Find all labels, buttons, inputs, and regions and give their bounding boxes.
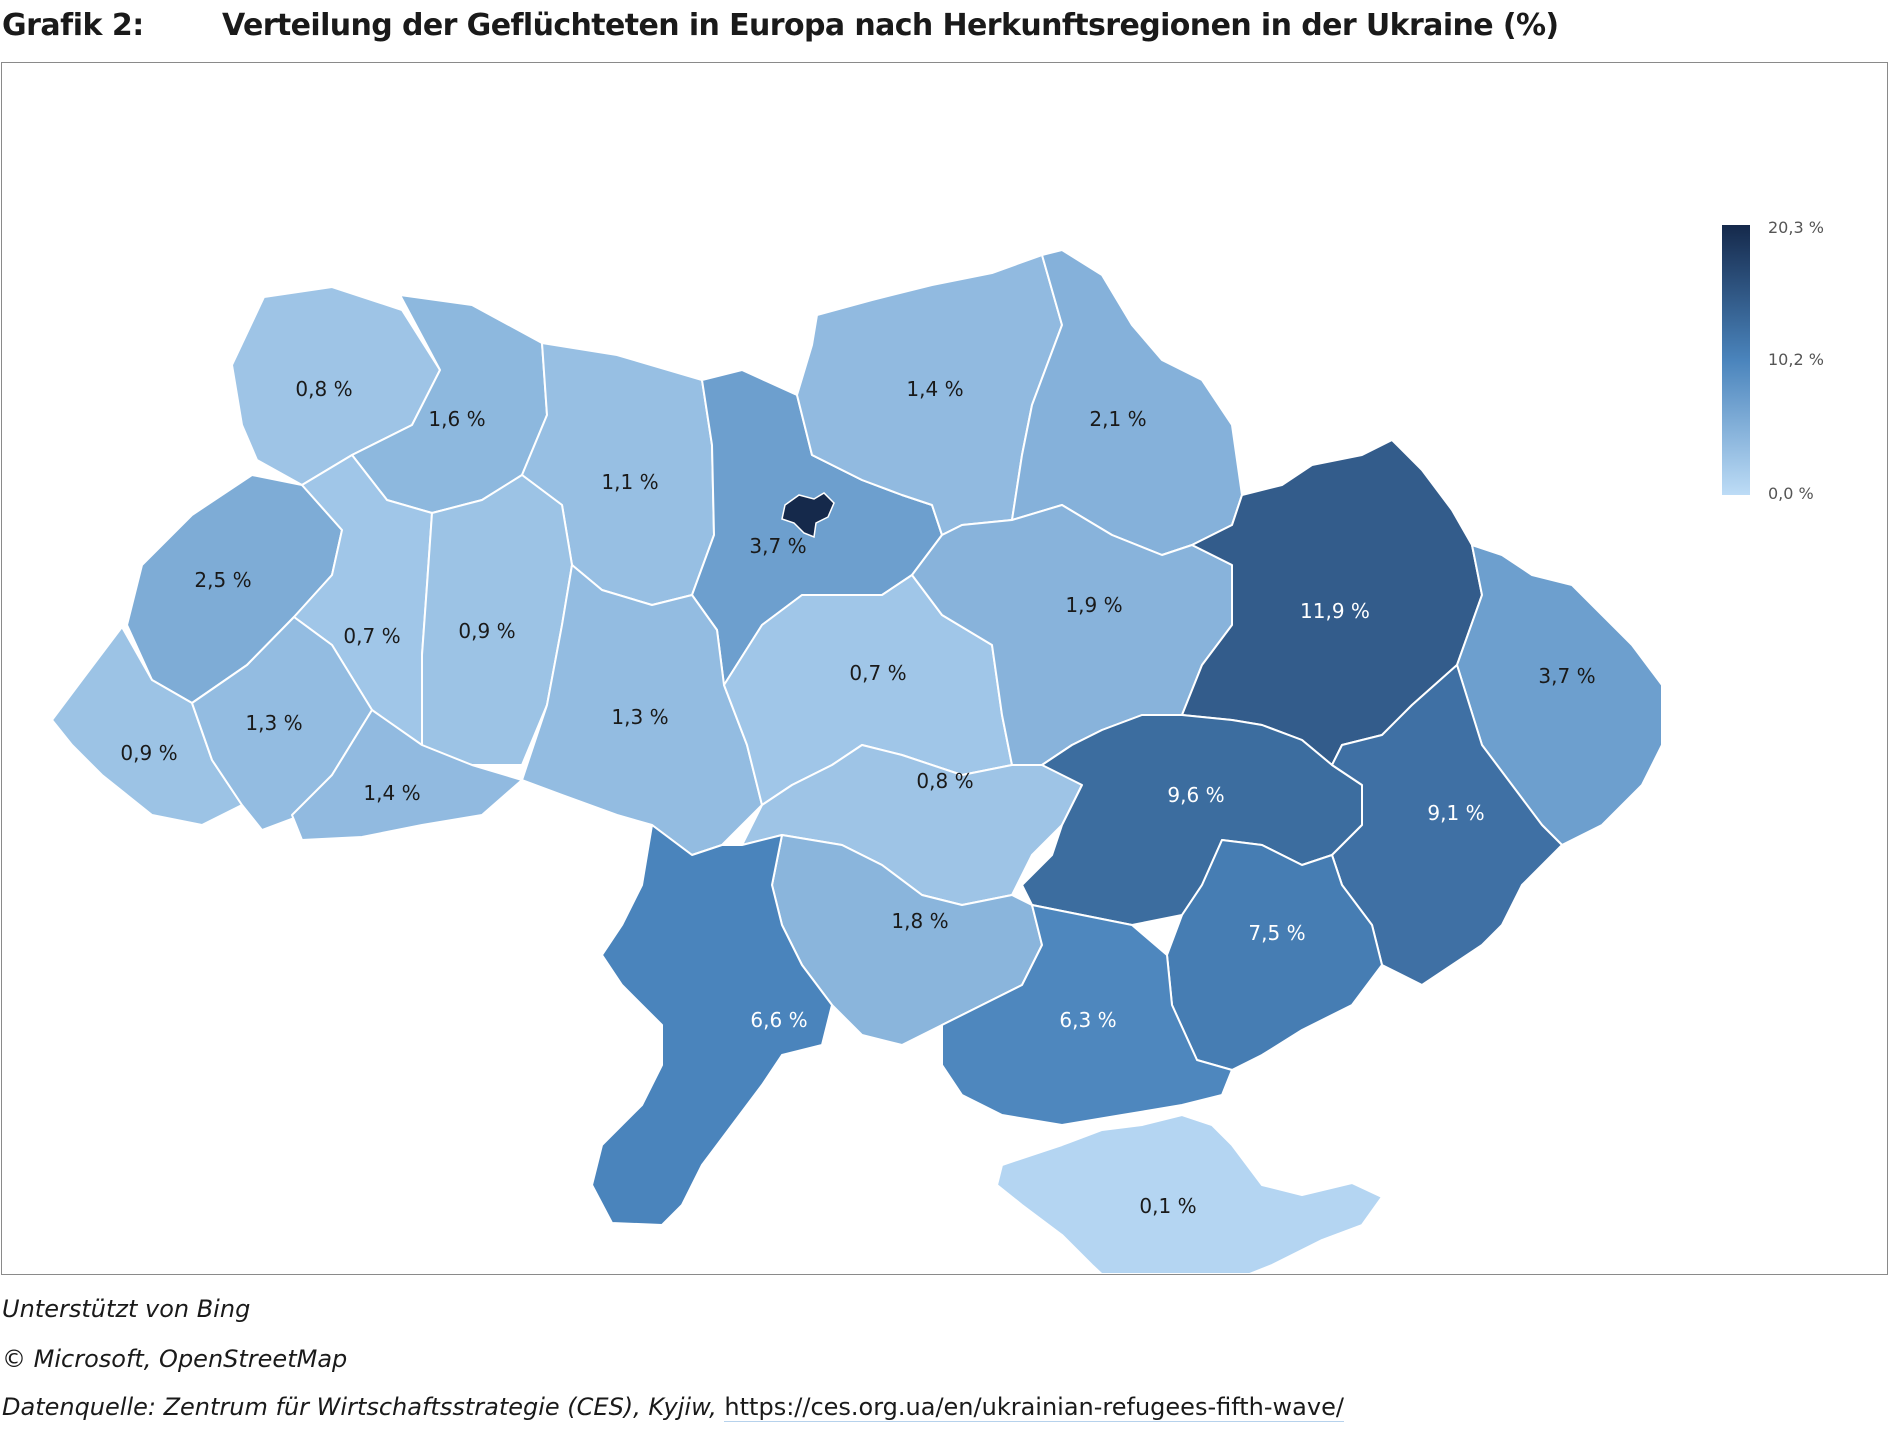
figure-title: Verteilung der Geflüchteten in Europa na… (222, 8, 1559, 43)
map-legend: 20,3 % 10,2 % 0,0 % (1722, 218, 1824, 503)
region-label-cherson: 6,3 % (1059, 1008, 1116, 1032)
region-label-poltawa: 1,9 % (1065, 593, 1122, 617)
footer-powered-by: Unterstützt von Bing (2, 1295, 251, 1323)
legend-color-bar (1722, 225, 1750, 495)
region-label-transkarpatien: 0,9 % (120, 741, 177, 765)
footer-source: Datenquelle: Zentrum für Wirtschaftsstra… (2, 1393, 1344, 1422)
region-label-tschernihiw: 1,4 % (906, 377, 963, 401)
footer-source-link[interactable]: https://ces.org.ua/en/ukrainian-refugees… (724, 1393, 1344, 1422)
region-label-ternopil: 0,7 % (343, 624, 400, 648)
footer-source-text: Datenquelle: Zentrum für Wirtschaftsstra… (2, 1393, 725, 1421)
region-label-iwano-frankiwsk: 1,3 % (245, 711, 302, 735)
region-label-odesa: 6,6 % (750, 1008, 807, 1032)
region-kyjiw-stadt (781, 492, 835, 539)
map-frame: 0,8 % 1,6 % 1,1 % 3,7 % 1,4 % 2,1 % 2,5 % 0,7 %… (1, 62, 1888, 1275)
region-label-sumy: 2,1 % (1089, 407, 1146, 431)
region-label-charkiw: 11,9 % (1300, 599, 1370, 623)
region-label-chmelnyzkyj: 0,9 % (458, 619, 515, 643)
region-label-kyjiw-oblast: 3,7 % (749, 534, 806, 558)
region-label-kirowohrad: 0,8 % (916, 769, 973, 793)
region-label-krim: 0,1 % (1139, 1194, 1196, 1218)
region-label-luhansk: 3,7 % (1538, 664, 1595, 688)
region-tscherniwzi (291, 709, 523, 841)
region-label-wolyn: 0,8 % (295, 377, 352, 401)
region-krim (996, 1114, 1383, 1273)
region-label-donezk: 9,1 % (1427, 801, 1484, 825)
region-odesa (591, 824, 833, 1226)
regions-layer (51, 249, 1663, 1273)
region-label-tscherniwzi: 1,4 % (363, 781, 420, 805)
footer-copyright: © Microsoft, OpenStreetMap (2, 1345, 348, 1373)
region-label-schytomyr: 1,1 % (601, 470, 658, 494)
figure-number: Grafik 2: (2, 8, 144, 43)
legend-max-label: 20,3 % (1768, 218, 1824, 237)
region-transkarpatien (51, 626, 243, 826)
chart-title: Grafik 2: Verteilung der Geflüchteten in… (0, 8, 1890, 48)
region-label-riwne: 1,6 % (428, 407, 485, 431)
region-cherson (941, 904, 1233, 1126)
region-label-mykolajiw: 1,8 % (891, 909, 948, 933)
legend-min-label: 0,0 % (1768, 484, 1814, 503)
choropleth-map: 0,8 % 1,6 % 1,1 % 3,7 % 1,4 % 2,1 % 2,5 % 0,7 %… (51, 218, 1824, 1273)
region-label-winnyzja: 1,3 % (611, 705, 668, 729)
region-label-lwiw: 2,5 % (194, 568, 251, 592)
region-label-dnipropetrowsk: 9,6 % (1167, 783, 1224, 807)
legend-mid-label: 10,2 % (1768, 350, 1824, 369)
region-label-saporischschja: 7,5 % (1248, 921, 1305, 945)
labels-layer: 0,8 % 1,6 % 1,1 % 3,7 % 1,4 % 2,1 % 2,5 % 0,7 %… (120, 377, 1595, 1218)
region-label-tscherkassy: 0,7 % (849, 661, 906, 685)
